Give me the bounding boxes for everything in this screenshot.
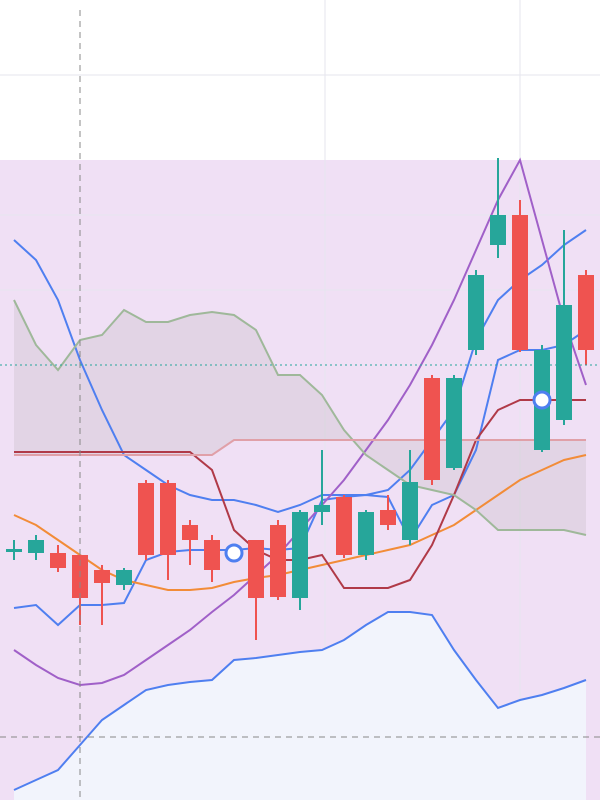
candle-body <box>578 275 594 350</box>
candle-body <box>402 482 418 540</box>
candle-body <box>248 540 264 598</box>
candle-body <box>380 510 396 525</box>
candle-body <box>138 483 154 555</box>
candle-body <box>358 512 374 555</box>
candle-body <box>94 570 110 583</box>
candle-body <box>336 497 352 555</box>
signal-marker <box>532 390 552 410</box>
band-fill <box>14 612 586 800</box>
signal-marker <box>224 543 244 563</box>
candle-body <box>468 275 484 350</box>
candle-body <box>28 540 44 553</box>
cloud-fill <box>14 300 586 535</box>
candle-body <box>50 553 66 568</box>
indicator-line <box>13 299 587 536</box>
candle-body <box>116 570 132 585</box>
candle-body <box>182 525 198 540</box>
candle-body <box>424 378 440 480</box>
candle-body <box>292 512 308 598</box>
candle-body <box>446 378 462 468</box>
candle-body <box>6 549 22 552</box>
candle-body <box>556 305 572 420</box>
indicator-line <box>13 229 587 514</box>
candle-body <box>160 483 176 555</box>
plot <box>6 157 594 800</box>
candle-body <box>314 505 330 512</box>
candle-body <box>204 540 220 570</box>
indicator-line <box>14 439 586 456</box>
candle-body <box>270 525 286 597</box>
candle-body <box>512 215 528 350</box>
indicator-line <box>13 611 587 791</box>
candle-body <box>490 215 506 245</box>
